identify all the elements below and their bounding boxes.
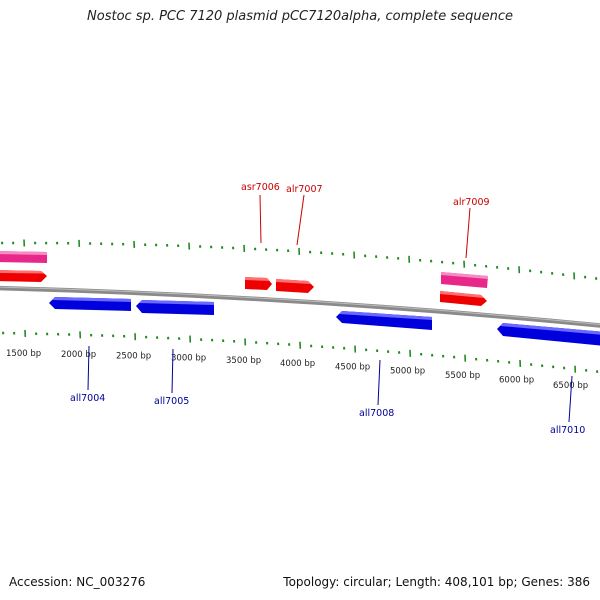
scale-label: 3000 bp (171, 354, 206, 364)
scale-labels: 1500 bp 2000 bp 2500 bp 3000 bp 3500 bp 4000 … (6, 349, 588, 391)
scale-label: 2000 bp (61, 350, 96, 360)
label-alr7007[interactable]: alr7007 (286, 184, 323, 195)
label-all7005[interactable]: all7005 (154, 396, 189, 407)
scale-label: 3500 bp (226, 356, 261, 366)
gene-alr7009-red[interactable] (440, 291, 487, 306)
scale-label: 5500 bp (445, 371, 480, 381)
label-all7004[interactable]: all7004 (70, 393, 105, 404)
scale-label: 2500 bp (116, 352, 151, 362)
top-gene-labels: asr7006 alr7007 alr7009 (241, 182, 490, 259)
scale-label: 1500 bp (6, 349, 41, 359)
gene-pink-left[interactable] (0, 251, 47, 263)
topology-summary: Topology: circular; Length: 408,101 bp; … (283, 575, 590, 589)
gene-all7008[interactable] (336, 311, 432, 330)
map-title: Nostoc sp. PCC 7120 plasmid pCC7120alpha… (87, 9, 513, 24)
gene-all7005[interactable] (136, 300, 214, 315)
scale-label: 4500 bp (335, 363, 370, 373)
gene-asr7006[interactable] (245, 277, 272, 290)
plasmid-backbone (0, 285, 600, 328)
forward-genes (0, 251, 488, 306)
gene-all7004[interactable] (49, 297, 131, 311)
bottom-gene-labels: all7004 all7005 all7008 all7010 (70, 345, 585, 436)
gene-alr7009-pink[interactable] (441, 272, 488, 288)
scale-label: 6000 bp (499, 376, 534, 386)
lower-tick-track (2, 329, 599, 374)
gene-red-left[interactable] (0, 270, 47, 282)
scale-label: 4000 bp (280, 359, 315, 369)
scale-label: 6500 bp (553, 381, 588, 391)
label-alr7009[interactable]: alr7009 (453, 197, 490, 208)
gene-all7010[interactable] (497, 323, 600, 346)
scale-label: 5000 bp (390, 366, 425, 376)
accession-text: Accession: NC_003276 (9, 575, 146, 589)
label-all7010[interactable]: all7010 (550, 425, 585, 436)
label-all7008[interactable]: all7008 (359, 408, 394, 419)
label-asr7006[interactable]: asr7006 (241, 182, 280, 193)
reverse-genes (49, 297, 600, 346)
gene-alr7007[interactable] (276, 279, 314, 293)
upper-tick-track (1, 239, 598, 280)
